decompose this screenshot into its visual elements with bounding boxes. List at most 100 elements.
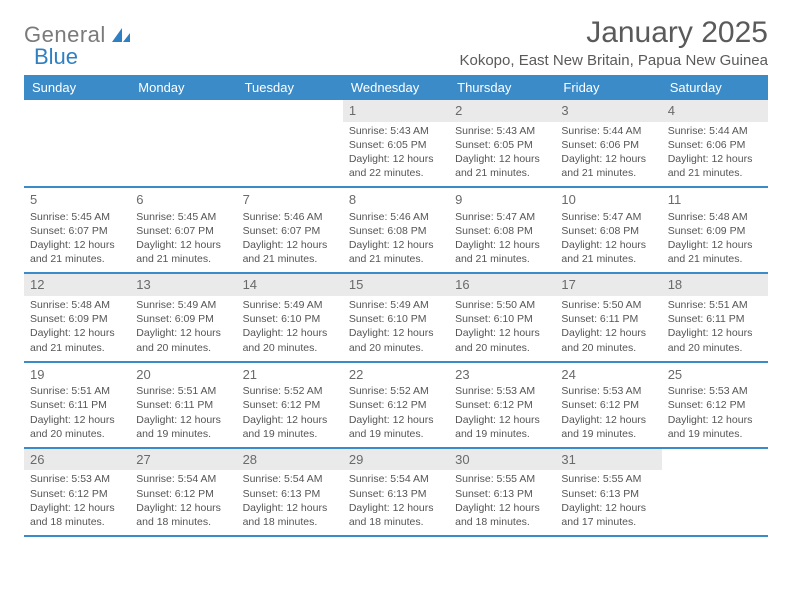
calendar-week: 12Sunrise: 5:48 AMSunset: 6:09 PMDayligh… (24, 274, 768, 362)
day-number: 18 (662, 274, 768, 296)
sunset-line: Sunset: 6:07 PM (136, 224, 230, 238)
weekday-header: Wednesday (343, 75, 449, 100)
day-number: 8 (349, 191, 443, 209)
day-number: 6 (136, 191, 230, 209)
calendar-day: 23Sunrise: 5:53 AMSunset: 6:12 PMDayligh… (449, 363, 555, 447)
sunset-line: Sunset: 6:08 PM (349, 224, 443, 238)
daylight-line: Daylight: 12 hours and 20 minutes. (668, 326, 762, 354)
sunrise-line: Sunrise: 5:50 AM (561, 298, 655, 312)
sunset-line: Sunset: 6:11 PM (561, 312, 655, 326)
sail-icon (110, 26, 132, 44)
day-number: 9 (455, 191, 549, 209)
sunrise-line: Sunrise: 5:47 AM (561, 210, 655, 224)
sunset-line: Sunset: 6:09 PM (136, 312, 230, 326)
weekday-header: Tuesday (237, 75, 343, 100)
calendar-day (130, 100, 236, 186)
sunset-line: Sunset: 6:12 PM (455, 398, 549, 412)
calendar-day: 7Sunrise: 5:46 AMSunset: 6:07 PMDaylight… (237, 188, 343, 272)
sunset-line: Sunset: 6:07 PM (243, 224, 337, 238)
calendar-day: 26Sunrise: 5:53 AMSunset: 6:12 PMDayligh… (24, 449, 130, 535)
day-number: 14 (237, 274, 343, 296)
sunrise-line: Sunrise: 5:44 AM (668, 124, 762, 138)
daylight-line: Daylight: 12 hours and 21 minutes. (455, 238, 549, 266)
calendar-day: 28Sunrise: 5:54 AMSunset: 6:13 PMDayligh… (237, 449, 343, 535)
sunrise-line: Sunrise: 5:52 AM (243, 384, 337, 398)
day-number (662, 449, 768, 453)
calendar-week: 26Sunrise: 5:53 AMSunset: 6:12 PMDayligh… (24, 449, 768, 537)
daylight-line: Daylight: 12 hours and 21 minutes. (30, 326, 124, 354)
daylight-line: Daylight: 12 hours and 21 minutes. (561, 152, 655, 180)
calendar-grid: 1Sunrise: 5:43 AMSunset: 6:05 PMDaylight… (24, 100, 768, 537)
title-block: January 2025 Kokopo, East New Britain, P… (459, 16, 768, 69)
sunset-line: Sunset: 6:10 PM (349, 312, 443, 326)
daylight-line: Daylight: 12 hours and 20 minutes. (561, 326, 655, 354)
calendar-day: 9Sunrise: 5:47 AMSunset: 6:08 PMDaylight… (449, 188, 555, 272)
month-title: January 2025 (459, 16, 768, 50)
sunrise-line: Sunrise: 5:53 AM (668, 384, 762, 398)
daylight-line: Daylight: 12 hours and 21 minutes. (668, 152, 762, 180)
sunset-line: Sunset: 6:06 PM (668, 138, 762, 152)
sunrise-line: Sunrise: 5:53 AM (561, 384, 655, 398)
daylight-line: Daylight: 12 hours and 20 minutes. (455, 326, 549, 354)
day-number: 20 (136, 366, 230, 384)
sunset-line: Sunset: 6:12 PM (136, 487, 230, 501)
calendar-day: 17Sunrise: 5:50 AMSunset: 6:11 PMDayligh… (555, 274, 661, 360)
daylight-line: Daylight: 12 hours and 21 minutes. (243, 238, 337, 266)
sunrise-line: Sunrise: 5:50 AM (455, 298, 549, 312)
calendar-day: 4Sunrise: 5:44 AMSunset: 6:06 PMDaylight… (662, 100, 768, 186)
calendar-day: 1Sunrise: 5:43 AMSunset: 6:05 PMDaylight… (343, 100, 449, 186)
day-number: 11 (668, 191, 762, 209)
sunrise-line: Sunrise: 5:55 AM (561, 472, 655, 486)
day-number: 10 (561, 191, 655, 209)
sunrise-line: Sunrise: 5:54 AM (136, 472, 230, 486)
calendar-day: 22Sunrise: 5:52 AMSunset: 6:12 PMDayligh… (343, 363, 449, 447)
calendar-day: 13Sunrise: 5:49 AMSunset: 6:09 PMDayligh… (130, 274, 236, 360)
daylight-line: Daylight: 12 hours and 20 minutes. (30, 413, 124, 441)
sunrise-line: Sunrise: 5:47 AM (455, 210, 549, 224)
weekday-header: Thursday (449, 75, 555, 100)
sunset-line: Sunset: 6:12 PM (349, 398, 443, 412)
day-number (24, 100, 130, 104)
sunset-line: Sunset: 6:13 PM (561, 487, 655, 501)
day-number: 31 (555, 449, 661, 471)
daylight-line: Daylight: 12 hours and 18 minutes. (349, 501, 443, 529)
sunset-line: Sunset: 6:10 PM (243, 312, 337, 326)
daylight-line: Daylight: 12 hours and 21 minutes. (455, 152, 549, 180)
calendar-week: 5Sunrise: 5:45 AMSunset: 6:07 PMDaylight… (24, 188, 768, 274)
sunrise-line: Sunrise: 5:53 AM (455, 384, 549, 398)
sunset-line: Sunset: 6:12 PM (243, 398, 337, 412)
calendar-day: 31Sunrise: 5:55 AMSunset: 6:13 PMDayligh… (555, 449, 661, 535)
sunset-line: Sunset: 6:13 PM (243, 487, 337, 501)
calendar-day: 12Sunrise: 5:48 AMSunset: 6:09 PMDayligh… (24, 274, 130, 360)
sunset-line: Sunset: 6:09 PM (30, 312, 124, 326)
daylight-line: Daylight: 12 hours and 18 minutes. (30, 501, 124, 529)
calendar-day (237, 100, 343, 186)
day-number: 15 (343, 274, 449, 296)
day-number: 2 (449, 100, 555, 122)
day-number: 28 (237, 449, 343, 471)
calendar-day: 29Sunrise: 5:54 AMSunset: 6:13 PMDayligh… (343, 449, 449, 535)
day-number: 23 (455, 366, 549, 384)
day-number: 3 (555, 100, 661, 122)
sunrise-line: Sunrise: 5:51 AM (668, 298, 762, 312)
day-number: 30 (449, 449, 555, 471)
daylight-line: Daylight: 12 hours and 20 minutes. (243, 326, 337, 354)
calendar-day: 25Sunrise: 5:53 AMSunset: 6:12 PMDayligh… (662, 363, 768, 447)
sunrise-line: Sunrise: 5:55 AM (455, 472, 549, 486)
calendar-day: 2Sunrise: 5:43 AMSunset: 6:05 PMDaylight… (449, 100, 555, 186)
sunrise-line: Sunrise: 5:52 AM (349, 384, 443, 398)
sunset-line: Sunset: 6:07 PM (30, 224, 124, 238)
daylight-line: Daylight: 12 hours and 19 minutes. (668, 413, 762, 441)
sunrise-line: Sunrise: 5:49 AM (136, 298, 230, 312)
sunset-line: Sunset: 6:12 PM (561, 398, 655, 412)
location-subtitle: Kokopo, East New Britain, Papua New Guin… (459, 52, 768, 69)
day-number: 26 (24, 449, 130, 471)
calendar-day: 27Sunrise: 5:54 AMSunset: 6:12 PMDayligh… (130, 449, 236, 535)
header-bar: General January 2025 Kokopo, East New Br… (24, 16, 768, 69)
day-number: 24 (561, 366, 655, 384)
calendar-day: 21Sunrise: 5:52 AMSunset: 6:12 PMDayligh… (237, 363, 343, 447)
daylight-line: Daylight: 12 hours and 18 minutes. (455, 501, 549, 529)
day-number (130, 100, 236, 104)
sunrise-line: Sunrise: 5:49 AM (243, 298, 337, 312)
calendar-day: 10Sunrise: 5:47 AMSunset: 6:08 PMDayligh… (555, 188, 661, 272)
